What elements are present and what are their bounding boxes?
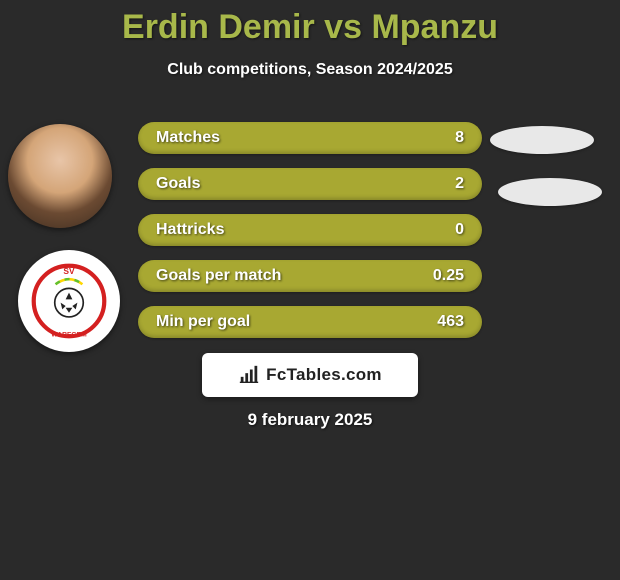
page-title: Erdin Demir vs Mpanzu	[0, 0, 620, 47]
stat-bar-goals: Goals 2	[138, 168, 482, 200]
stats-container: Matches 8 Goals 2 Hattricks 0 Goals per …	[138, 122, 482, 352]
stat-value: 463	[437, 313, 464, 331]
stat-value: 0	[455, 221, 464, 239]
stat-bar-hattricks: Hattricks 0	[138, 214, 482, 246]
side-ellipse-1	[490, 126, 594, 154]
stat-bar-min-per-goal: Min per goal 463	[138, 306, 482, 338]
brand-text: FcTables.com	[266, 365, 382, 385]
svg-text:WAREGEM: WAREGEM	[51, 331, 87, 338]
svg-text:SV: SV	[63, 266, 75, 276]
side-ellipse-2	[498, 178, 602, 206]
stat-bar-goals-per-match: Goals per match 0.25	[138, 260, 482, 292]
player-photo	[8, 124, 112, 228]
date-text: 9 february 2025	[0, 410, 620, 430]
stat-label: Goals per match	[156, 267, 281, 285]
stat-value: 0.25	[433, 267, 464, 285]
stat-value: 8	[455, 129, 464, 147]
subtitle: Club competitions, Season 2024/2025	[0, 61, 620, 79]
stat-label: Goals	[156, 175, 200, 193]
bar-chart-icon	[238, 364, 260, 386]
stat-label: Hattricks	[156, 221, 224, 239]
stat-value: 2	[455, 175, 464, 193]
club-logo: SV WAREGEM	[18, 250, 120, 352]
stat-label: Min per goal	[156, 313, 250, 331]
club-logo-svg: SV WAREGEM	[27, 259, 111, 343]
brand-badge: FcTables.com	[202, 353, 418, 397]
stat-bar-matches: Matches 8	[138, 122, 482, 154]
stat-label: Matches	[156, 129, 220, 147]
